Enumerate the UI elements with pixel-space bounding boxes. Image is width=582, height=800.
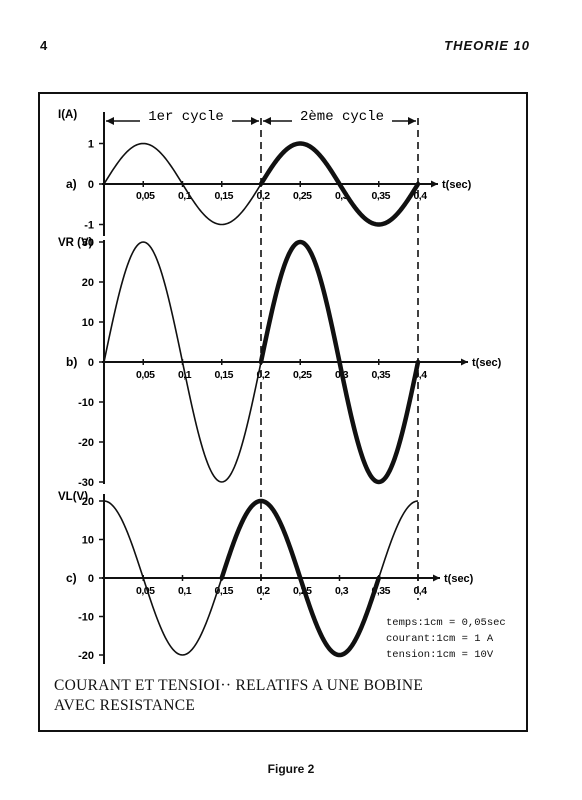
x-axis-arrow-1 — [431, 180, 438, 188]
x-axis-arrow-3 — [433, 574, 440, 582]
figure-frame — [38, 92, 528, 732]
y-axis-label-2: VR (V) — [58, 237, 93, 249]
x-tick-label-3: 0,1 — [178, 585, 192, 597]
x-axis-arrow-2 — [461, 358, 468, 366]
y-tick-label-3: -20 — [78, 650, 94, 662]
x-tick-label-3: 0,2 — [256, 585, 270, 597]
x-tick-label-2: 0,05 — [136, 369, 155, 381]
cycle-label-bg-2 — [292, 108, 392, 126]
x-axis-label-1: t(sec) — [442, 179, 472, 191]
y-tick-label-2: -10 — [78, 397, 94, 409]
x-tick-label-3: 0,3 — [335, 585, 349, 597]
figure-caption: COURANT ET TENSIOI·· RELATIFS A UNE BOBI… — [54, 676, 423, 716]
y-tick-label-3: 0 — [88, 573, 94, 585]
x-tick-label-1: 0,05 — [136, 190, 155, 202]
x-axis-label-2: t(sec) — [472, 357, 502, 369]
y-tick-label-2: -20 — [78, 437, 94, 449]
x-tick-label-1: 0,15 — [215, 190, 234, 202]
cycle-arrowhead-1-left — [106, 117, 114, 125]
x-tick-label-1: 0,2 — [256, 190, 270, 202]
y-tick-label-2: 20 — [82, 277, 94, 289]
cycle-arrowhead-2-right — [408, 117, 416, 125]
y-tick-label-1: -1 — [84, 220, 94, 232]
x-tick-label-2: 0,25 — [293, 369, 312, 381]
page-number: 4 — [40, 38, 48, 53]
panel-label-3: c) — [66, 571, 77, 585]
y-tick-label-2: -30 — [78, 477, 94, 489]
x-tick-label-2: 0,15 — [215, 369, 234, 381]
panel-label-2: b) — [66, 355, 77, 369]
series-highlight-1 — [258, 141, 421, 227]
scale-legend: temps:1cm = 0,05sec courant:1cm = 1 A te… — [386, 615, 506, 663]
y-tick-label-3: -10 — [78, 612, 94, 624]
cycle-label-bg-1 — [140, 108, 232, 126]
y-tick-label-3: 10 — [82, 535, 94, 547]
caption-line-1: COURANT ET TENSIOI·· RELATIFS A UNE BOBI… — [54, 677, 424, 694]
cycle-arrowhead-1-right — [251, 117, 259, 125]
x-tick-label-1: 0,4 — [413, 190, 427, 202]
scale-current: courant:1cm = 1 A — [386, 633, 494, 645]
y-tick-label-2: 10 — [82, 317, 94, 329]
series-highlight-3 — [219, 498, 381, 658]
y-tick-label-1: 1 — [88, 139, 94, 151]
x-tick-label-3: 0,05 — [136, 585, 155, 597]
y-tick-label-3: 20 — [82, 496, 94, 508]
caption-line-2: AVEC RESISTANCE — [54, 697, 196, 714]
x-tick-label-3: 0,4 — [413, 585, 427, 597]
scale-time: temps:1cm = 0,05sec — [386, 617, 506, 629]
y-tick-label-2: 30 — [82, 237, 94, 249]
y-tick-label-2: 0 — [88, 357, 94, 369]
x-axis-label-3: t(sec) — [444, 573, 474, 585]
y-axis-label-3: VL(V) — [58, 491, 88, 503]
x-tick-label-3: 0,15 — [215, 585, 234, 597]
panel-label-1: a) — [66, 177, 77, 191]
y-tick-label-1: 0 — [88, 179, 94, 191]
header-title: THEORIE 10 — [444, 38, 530, 53]
y-axis-label-1: I(A) — [58, 109, 77, 121]
cycle-label-2: 2ème cycle — [300, 109, 384, 125]
x-tick-label-2: 0,2 — [256, 369, 270, 381]
scale-voltage: tension:1cm = 10V — [386, 649, 494, 661]
series-highlight-2 — [258, 239, 421, 485]
cycle-label-1: 1er cycle — [148, 109, 224, 125]
x-tick-label-2: 0,35 — [372, 369, 391, 381]
x-tick-label-1: 0,35 — [372, 190, 391, 202]
x-tick-label-1: 0,25 — [293, 190, 312, 202]
figure-label: Figure 2 — [267, 762, 315, 776]
cycle-arrowhead-2-left — [263, 117, 271, 125]
